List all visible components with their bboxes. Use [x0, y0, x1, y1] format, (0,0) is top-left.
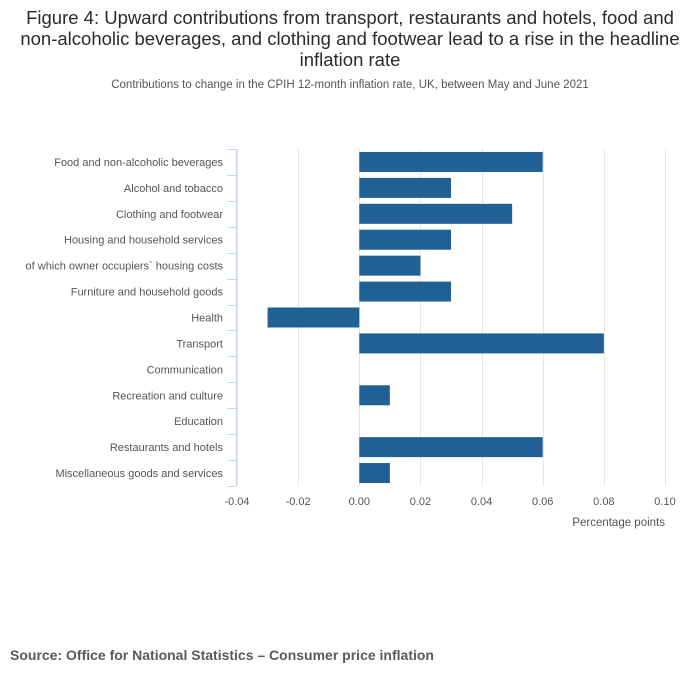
bar[interactable] [359, 281, 451, 302]
x-tick-label: 0.08 [593, 496, 614, 508]
category-label: Recreation and culture [112, 390, 223, 402]
x-tick-label: 0.04 [471, 496, 492, 508]
category-label: Housing and household services [64, 235, 223, 247]
chart-subtitle: Contributions to change in the CPIH 12-m… [111, 79, 589, 91]
category-label: Health [191, 313, 223, 325]
category-label: of which owner occupiers` housing costs [26, 261, 224, 273]
category-label: Furniture and household goods [71, 287, 224, 299]
category-label: Miscellaneous goods and services [55, 468, 223, 480]
category-label: Clothing and footwear [116, 209, 223, 221]
x-axis-title: Percentage points [572, 517, 665, 529]
category-label: Communication [147, 364, 223, 376]
bar[interactable] [359, 177, 451, 198]
bar[interactable] [359, 203, 513, 224]
x-tick-label: 0.02 [410, 496, 431, 508]
category-label: Restaurants and hotels [110, 442, 224, 454]
bar[interactable] [359, 255, 421, 276]
bar[interactable] [359, 437, 543, 458]
bar[interactable] [359, 151, 543, 172]
bar[interactable] [267, 307, 360, 328]
x-tick-label: 0.10 [654, 496, 675, 508]
category-label: Alcohol and tobacco [124, 183, 223, 195]
category-label: Education [174, 416, 223, 428]
bar[interactable] [359, 229, 451, 250]
category-label: Food and non-alcoholic beverages [54, 157, 223, 169]
bar[interactable] [359, 385, 390, 406]
x-tick-label: -0.02 [286, 496, 311, 508]
category-label: Transport [176, 338, 223, 350]
x-tick-label: 0.06 [532, 496, 553, 508]
source-note: Source: Office for National Statistics –… [10, 647, 434, 663]
x-tick-label: 0.00 [349, 496, 370, 508]
x-tick-label: -0.04 [224, 496, 249, 508]
bar[interactable] [359, 463, 390, 484]
chart-title: Figure 4: Upward contributions from tran… [20, 7, 680, 70]
bar[interactable] [359, 333, 604, 354]
